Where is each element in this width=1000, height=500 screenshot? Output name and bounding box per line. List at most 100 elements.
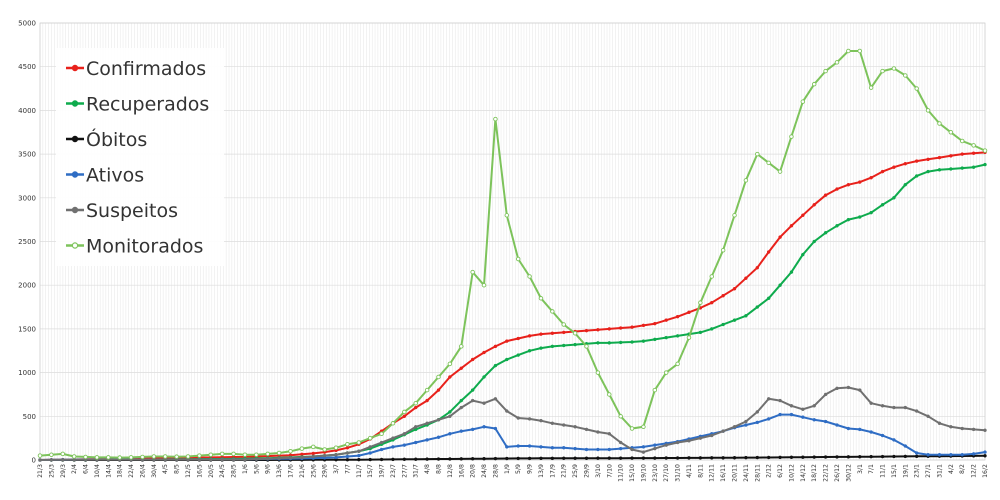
data-point-suspeitos [391, 436, 395, 440]
data-point-suspeitos [823, 392, 828, 397]
data-point-ativos [413, 440, 418, 445]
data-point-obitos [493, 456, 498, 461]
y-tick-label: 3500 [18, 151, 36, 159]
data-point-recuperados [755, 305, 760, 309]
data-point-obitos [869, 454, 873, 459]
x-tick-label: 8/11 [697, 464, 704, 478]
legend-item-monitorados[interactable]: Monitorados [66, 236, 203, 258]
data-point-suspeitos [709, 433, 714, 438]
data-point-recuperados [960, 166, 964, 170]
data-point-ativos [914, 451, 919, 455]
data-point-obitos [357, 457, 361, 462]
x-tick-label: 24/5 [219, 464, 226, 478]
data-point-suspeitos [322, 453, 327, 458]
data-point-confirmados [482, 350, 486, 355]
data-point-monitorados [743, 178, 749, 183]
data-point-monitorados [379, 431, 384, 437]
data-point-suspeitos [448, 414, 452, 419]
data-point-recuperados [607, 341, 612, 345]
x-tick-label: 7/10 [606, 464, 613, 478]
x-tick-label: 16/5 [196, 464, 203, 478]
data-point-suspeitos [539, 418, 543, 423]
data-point-monitorados [402, 409, 407, 415]
data-point-obitos [687, 456, 691, 460]
data-point-obitos [823, 455, 828, 459]
data-point-obitos [835, 455, 839, 459]
data-point-suspeitos [561, 423, 566, 427]
data-point-monitorados [880, 68, 885, 74]
data-point-suspeitos [835, 386, 839, 391]
data-point-monitorados [698, 300, 703, 305]
x-tick-label: 15/7 [367, 464, 374, 478]
data-point-suspeitos [983, 428, 987, 433]
data-point-monitorados [322, 447, 327, 452]
data-point-confirmados [823, 193, 828, 197]
data-point-ativos [766, 417, 771, 421]
x-tick-label: 4/5 [162, 464, 169, 474]
data-point-monitorados [436, 374, 441, 380]
data-point-recuperados [846, 217, 851, 222]
data-point-suspeitos [459, 405, 464, 410]
data-point-ativos [983, 450, 987, 454]
data-point-monitorados [219, 451, 225, 457]
data-point-recuperados [459, 398, 464, 403]
data-point-suspeitos [436, 418, 441, 422]
x-tick-label: 3/7 [333, 464, 340, 474]
data-point-ativos [527, 444, 532, 448]
data-point-ativos [778, 412, 782, 417]
data-point-monitorados [83, 454, 88, 460]
legend[interactable]: Confirmados Recuperados Óbitos Ativos Suspei… [56, 48, 224, 266]
legend-item-obitos[interactable]: Óbitos [66, 127, 147, 151]
x-tick-label: 4/11 [686, 464, 693, 478]
data-point-confirmados [914, 159, 919, 163]
x-tick-label: 28/11 [754, 464, 761, 482]
data-point-obitos [379, 457, 384, 462]
data-point-monitorados [914, 86, 919, 91]
legend-item-suspeitos[interactable]: Suspeitos [66, 200, 178, 222]
x-tick-label: 11/1 [880, 464, 887, 478]
series-line-confirmados [39, 151, 986, 461]
data-point-recuperados [448, 410, 452, 414]
x-tick-label: 30/4 [151, 464, 158, 478]
data-point-confirmados [709, 300, 714, 305]
data-point-suspeitos [61, 458, 65, 462]
data-point-suspeitos [288, 456, 293, 460]
x-tick-label: 5/9 [515, 464, 522, 474]
x-tick-label: 16/2 [982, 464, 989, 478]
x-tick-label: 10/4 [94, 464, 101, 478]
data-point-monitorados [208, 452, 214, 458]
data-point-suspeitos [413, 425, 418, 429]
data-point-monitorados [720, 247, 726, 253]
data-point-confirmados [664, 318, 668, 322]
data-point-obitos [778, 455, 782, 460]
series-suspeitos [38, 385, 987, 462]
data-point-recuperados [903, 182, 908, 187]
x-tick-label: 11/7 [356, 464, 363, 478]
data-point-ativos [949, 453, 953, 457]
data-point-monitorados [390, 421, 396, 426]
data-point-suspeitos [846, 385, 851, 390]
data-point-obitos [539, 456, 543, 461]
data-point-monitorados [106, 455, 111, 460]
x-axis: 21/3 25/3 29/3 2/4 6/4 10/4 14/4 18/4 22/4 26/4 30… [37, 464, 989, 482]
x-tick-label: 12/11 [709, 464, 716, 482]
legend-marker [71, 206, 79, 214]
data-point-monitorados [49, 452, 54, 458]
data-point-suspeitos [766, 397, 771, 401]
data-point-suspeitos [345, 451, 350, 455]
data-point-monitorados [231, 451, 236, 457]
x-tick-label: 12/2 [971, 464, 978, 478]
x-tick-label: 28/5 [231, 464, 238, 478]
legend-item-ativos[interactable]: Ativos [66, 165, 144, 187]
x-tick-label: 31/1 [936, 464, 943, 478]
legend-item-recuperados[interactable]: Recuperados [66, 94, 209, 116]
y-tick-label: 5000 [18, 20, 36, 28]
data-point-suspeitos [220, 457, 224, 462]
data-point-obitos [505, 456, 509, 461]
legend-item-confirmados[interactable]: Confirmados [66, 58, 206, 80]
data-point-recuperados [926, 169, 930, 174]
data-point-suspeitos [641, 450, 646, 454]
data-point-obitos [801, 455, 805, 459]
data-point-recuperados [641, 339, 646, 343]
data-point-ativos [880, 433, 885, 438]
